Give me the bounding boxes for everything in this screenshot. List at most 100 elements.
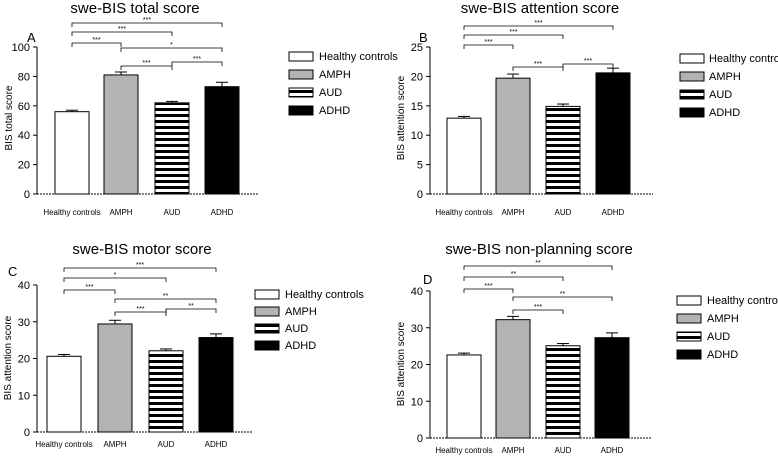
panel-a-legend: Healthy controls AMPH AUD ADHD [288,51,398,117]
significance-bracket [512,309,564,314]
y-tick-label: 15 [411,101,423,113]
significance-label: *** [484,283,492,290]
y-tick-label: 0 [417,433,423,445]
x-tick-label-amph: AMPH [501,446,524,455]
legend-swatch-aud [679,89,705,100]
bar-amph [495,319,531,439]
significance-bracket [463,25,614,30]
significance-bracket [463,276,564,281]
y-tick-label: 20 [18,160,30,172]
panel-b-title: swe-BIS attention score [461,0,619,17]
significance-label: ** [560,291,566,298]
significance-label: *** [484,39,492,46]
significance-label: *** [136,262,144,269]
significance-bracket [63,277,167,282]
panel-c-letter: C [8,264,17,279]
significance-label: *** [509,29,517,36]
x-tick-label-adhd: ADHD [602,208,625,217]
significance-bracket [463,44,514,49]
legend-label-aud: AUD [709,89,732,101]
significance-bracket [512,66,564,71]
panel-d-title: swe-BIS non-planning score [445,241,633,258]
y-tick-label: 80 [18,71,30,83]
y-tick-label: 20 [411,71,423,83]
bar-amph [495,77,531,195]
x-tick-label-aud: AUD [555,446,572,455]
panel-d: swe-BIS non-planning score D BIS attenti… [396,241,633,406]
y-tick-label: 30 [411,323,423,335]
x-tick-label-healthy-controls: Healthy controls [435,446,492,455]
significance-label: *** [584,58,592,65]
x-tick-label-aud: AUD [164,208,181,217]
significance-bracket [114,298,217,303]
legend-swatch-amph [288,69,314,80]
legend-swatch-amph [676,313,702,324]
bar-adhd [198,337,234,433]
x-tick-label-aud: AUD [158,440,175,449]
legend-label-aud: AUD [319,87,342,99]
legend-swatch-amph [679,71,705,82]
y-tick-label: 10 [411,130,423,142]
legend-label-amph: AMPH [707,313,739,325]
significance-label: *** [534,61,542,68]
panel-b: swe-BIS attention score B BIS attention … [396,0,619,160]
x-tick-label-amph: AMPH [109,208,132,217]
panel-a-ylabel: BIS total score [4,85,15,150]
bar-aud [154,102,190,195]
y-tick-label: 10 [18,390,30,402]
significance-label: *** [85,284,93,291]
x-tick-label-healthy-controls: Healthy controls [435,208,492,217]
significance-label: *** [118,26,126,33]
x-tick-label-healthy-controls: Healthy controls [43,208,100,217]
legend-swatch-adhd [679,107,705,118]
bar-aud [148,350,184,433]
x-tick-label-adhd: ADHD [211,208,234,217]
panel-a-letter: A [27,30,36,45]
y-tick-label: 60 [18,101,30,113]
bar-healthy-controls [46,355,82,433]
bar-healthy-controls [446,117,482,195]
bar-healthy-controls [446,354,482,439]
bar-healthy-controls [54,111,90,195]
legend-label-adhd: ADHD [709,107,740,119]
legend-swatch-adhd [676,349,702,360]
y-tick-label: 0 [24,189,30,201]
significance-label: *** [143,17,151,24]
legend-label-healthy-controls: Healthy controls [709,53,778,65]
bar-adhd [204,86,240,195]
panel-d-legend: Healthy controls AMPH AUD ADHD [676,295,778,361]
bar-aud [545,105,581,195]
x-tick-label-healthy-controls: Healthy controls [35,440,92,449]
legend-label-healthy-controls: Healthy controls [707,295,778,307]
panel-d-ylabel: BIS attention score [396,321,407,406]
y-tick-label: 100 [12,42,30,54]
legend-label-adhd: ADHD [285,340,316,352]
y-tick-label: 0 [417,189,423,201]
legend-swatch-healthy-controls [679,53,705,64]
legend-swatch-aud [676,331,702,342]
legend-label-aud: AUD [285,323,308,335]
legend-label-amph: AMPH [319,69,351,81]
significance-label: *** [142,60,150,67]
legend-swatch-healthy-controls [676,295,702,306]
legend-label-adhd: ADHD [319,105,350,117]
significance-bracket [463,265,613,270]
significance-bracket [120,47,223,52]
legend-label-amph: AMPH [285,306,317,318]
y-tick-label: 25 [411,42,423,54]
y-tick-label: 10 [411,396,423,408]
significance-label: ** [511,271,517,278]
y-tick-label: 5 [417,160,423,172]
panel-b-legend: Healthy controls AMPH AUD ADHD [679,53,778,119]
panel-c: swe-BIS motor score C BIS attention scor… [3,241,212,400]
y-tick-label: 0 [24,427,30,439]
bar-adhd [595,72,631,195]
significance-label: * [114,272,117,279]
significance-bracket [171,61,223,66]
significance-label: ** [188,303,194,310]
significance-bracket [71,22,223,27]
chart-b: 0 5 10 15 20 25 Healthy controls AMPH AUD ADHD ***… [411,20,653,217]
